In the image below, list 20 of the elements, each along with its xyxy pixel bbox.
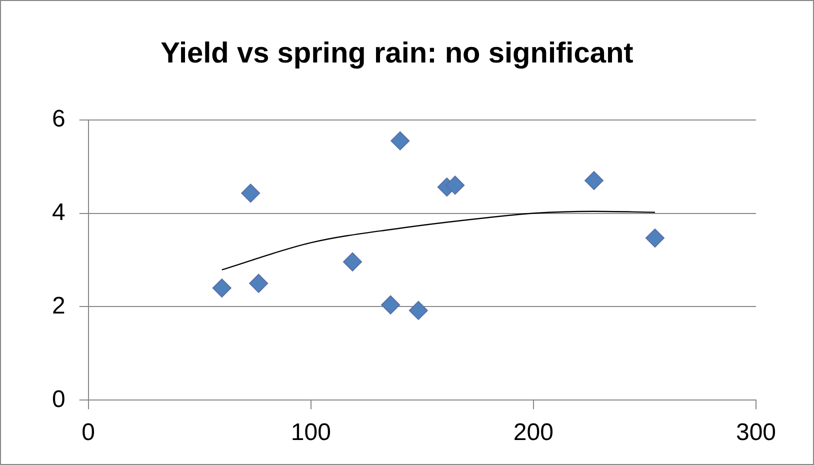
point (241, 184, 260, 203)
y-tick-label: 0 (52, 386, 66, 413)
y-tick-label: 6 (52, 105, 66, 132)
point (249, 274, 268, 293)
point (584, 171, 604, 190)
line-series (221, 210, 656, 270)
point (343, 252, 362, 272)
point (446, 176, 465, 195)
point (381, 295, 400, 314)
chart-title: Yield vs spring rain: no significant (160, 37, 634, 70)
point (408, 300, 428, 320)
y-tick-label: 4 (52, 198, 66, 226)
point (645, 228, 664, 248)
point (390, 131, 410, 150)
x-tick-label: 200 (513, 419, 554, 446)
y-tick-label: 2 (52, 292, 66, 320)
x-tick-label: 300 (736, 419, 776, 446)
point (212, 278, 232, 298)
x-tick-label: 0 (82, 419, 96, 446)
x-tick-label: 100 (290, 419, 331, 446)
